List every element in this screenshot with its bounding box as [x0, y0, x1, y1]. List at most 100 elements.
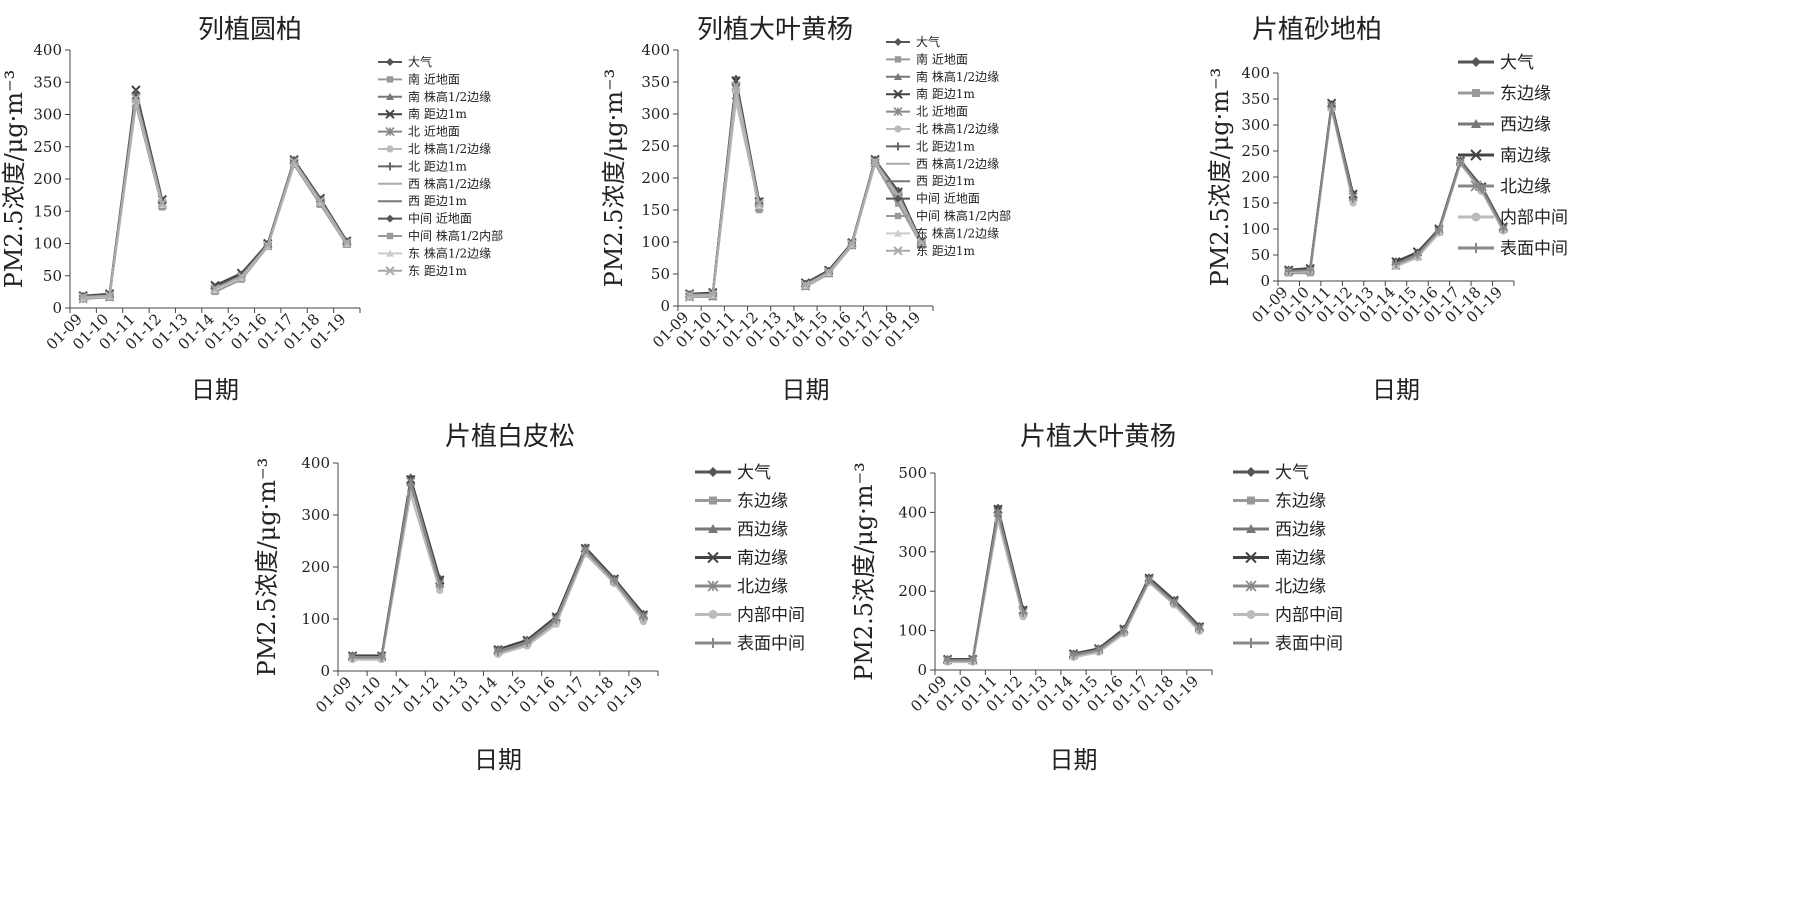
legend-label: 大气	[1500, 53, 1534, 73]
legend-marker	[708, 610, 718, 619]
data-point	[348, 653, 357, 662]
legend-item: 中间 近地面	[886, 191, 980, 206]
legend-marker	[893, 89, 903, 99]
y-tick-label: 350	[641, 73, 670, 91]
data-point	[895, 200, 902, 207]
y-tick-label: 400	[898, 503, 927, 521]
legend-label: 表面中间	[1500, 239, 1568, 259]
legend-item: 大气	[886, 34, 940, 49]
chart-panel-4: 片植白皮松 0 100 200 300 400 01-09 01-10 01-11 01-12 01…	[253, 400, 990, 900]
data-point	[581, 546, 590, 555]
y-tick-label: 100	[1241, 220, 1270, 238]
y-axis-label: PM2.5浓度/μg·m⁻³	[850, 462, 878, 681]
legend-item: 北边缘	[1458, 177, 1551, 197]
legend-item: 内部中间	[1458, 208, 1568, 228]
legend-item: 北边缘	[1233, 577, 1326, 597]
legend-label: 表面中间	[737, 634, 805, 654]
legend-item: 南边缘	[1233, 549, 1326, 569]
legend-marker	[1246, 467, 1256, 477]
series-line	[352, 484, 645, 659]
legend-item: 南 近地面	[886, 51, 968, 66]
legend-label: 东边缘	[1500, 84, 1551, 104]
legend-label: 北 株高1/2边缘	[916, 121, 999, 136]
legend-marker	[893, 107, 903, 117]
legend-item: 南 株高1/2边缘	[378, 89, 491, 104]
series-line	[83, 98, 348, 298]
legend-label: 北 近地面	[408, 125, 460, 139]
legend-label: 东边缘	[1275, 492, 1326, 512]
legend-label: 北边缘	[1275, 577, 1326, 597]
legend-label: 大气	[916, 34, 940, 49]
data-point	[523, 638, 532, 647]
series-4	[942, 504, 1205, 665]
data-point	[610, 577, 619, 586]
y-tick-label: 200	[1241, 168, 1270, 186]
data-point	[210, 283, 220, 294]
chart-panel-5: 片植大叶黄杨 0 100 200 300 400 500 01-09 01-10 01-11 01-…	[850, 400, 1670, 900]
series-7	[79, 89, 351, 301]
legend-item: 东 株高1/2边缘	[378, 245, 491, 260]
legend-item: 北 距边1m	[378, 159, 467, 173]
series-line	[689, 85, 923, 297]
data-point	[494, 647, 502, 656]
legend-marker	[1472, 89, 1480, 97]
legend-item: 北边缘	[695, 577, 788, 597]
y-tick-label: 150	[641, 201, 670, 219]
legend-marker	[386, 76, 394, 83]
series-12	[79, 96, 351, 301]
data-point	[1284, 267, 1293, 276]
y-tick-label: 0	[660, 297, 670, 315]
data-point	[800, 280, 811, 290]
legend-marker	[894, 212, 902, 220]
series-3	[79, 92, 351, 301]
legend-item: 中间 株高1/2内部	[886, 208, 1011, 223]
legend-item: 南边缘	[1458, 146, 1551, 166]
legend-label: 西边缘	[737, 520, 788, 540]
legend-item: 西 株高1/2边缘	[886, 156, 999, 171]
series-2	[1285, 103, 1507, 277]
legend-marker	[893, 246, 903, 256]
x-axis-label: 日期	[474, 746, 522, 774]
chart-title: 片植砂地柏	[1252, 15, 1382, 45]
data-point	[1456, 158, 1465, 167]
legend-marker	[707, 580, 719, 592]
legend-label: 中间 近地面	[408, 211, 472, 226]
legend-marker	[894, 142, 902, 151]
y-axis-label: PM2.5浓度/μg·m⁻³	[600, 69, 628, 288]
legend-item: 西边缘	[695, 520, 788, 540]
legend-label: 西 距边1m	[408, 194, 467, 208]
data-point	[1349, 199, 1357, 207]
data-point	[823, 267, 834, 277]
chart-title: 片植大叶黄杨	[1020, 422, 1176, 452]
legend-marker	[894, 56, 902, 63]
legend-label: 西 株高1/2边缘	[916, 156, 999, 171]
legend-label: 南边缘	[737, 549, 788, 569]
legend-marker	[1471, 119, 1481, 128]
legend-item: 北 近地面	[886, 105, 968, 119]
legend-label: 东 株高1/2边缘	[408, 245, 491, 260]
data-point	[1119, 627, 1128, 636]
legend-label: 东边缘	[737, 492, 788, 512]
legend-item: 西 距边1m	[886, 174, 975, 188]
chart-panel-1: 列植圆柏 0 50 100 150 200 250 300 350 400 01-09 01-10 01…	[0, 0, 600, 470]
data-point	[639, 613, 648, 622]
y-tick-label: 200	[898, 582, 927, 600]
series-1	[79, 91, 351, 301]
series-7	[943, 509, 1204, 665]
legend-item: 中间 近地面	[378, 211, 472, 226]
legend-marker	[894, 229, 902, 237]
y-tick-label: 300	[898, 543, 927, 561]
legend-label: 南 距边1m	[916, 86, 975, 101]
legend-item: 内部中间	[695, 606, 805, 626]
legend-label: 东 株高1/2边缘	[916, 225, 999, 240]
data-point	[1349, 194, 1358, 203]
y-tick-label: 400	[33, 41, 62, 59]
legend-item: 表面中间	[1233, 634, 1343, 654]
x-axis-label: 日期	[191, 376, 239, 404]
series-7	[348, 480, 648, 662]
legend-item: 西 株高1/2边缘	[378, 176, 491, 191]
legend-item: 东 距边1m	[886, 244, 975, 258]
data-point	[289, 156, 299, 167]
